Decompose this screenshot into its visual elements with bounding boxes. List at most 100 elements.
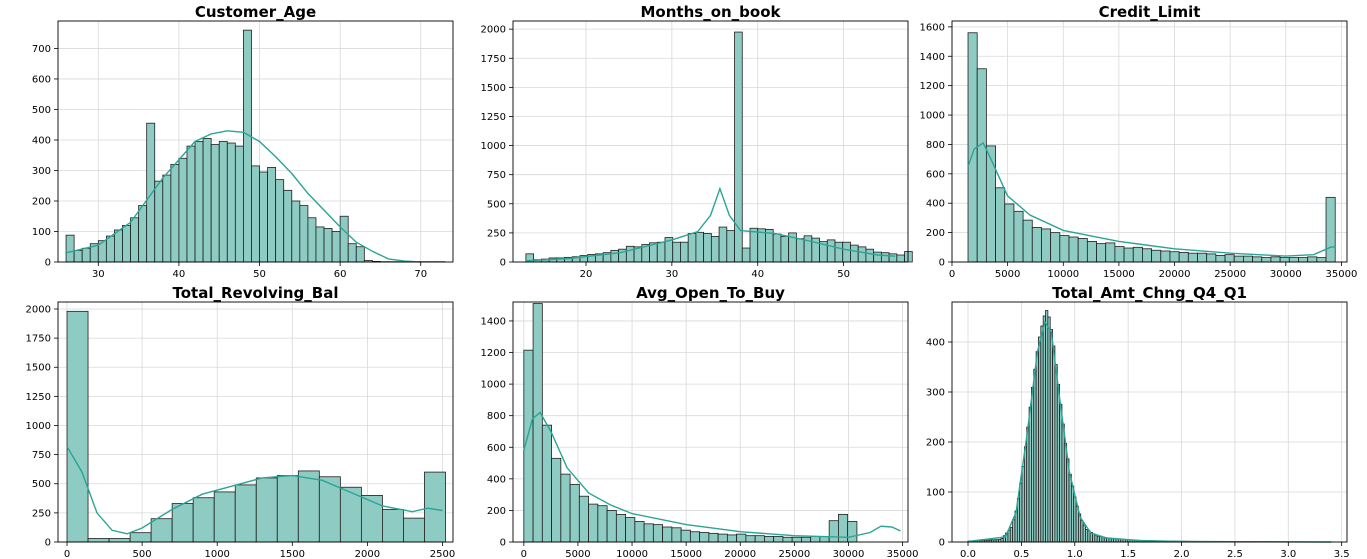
x-tick-label: 3.0 (1280, 549, 1296, 559)
histogram-bar (850, 244, 859, 263)
histogram-bar (1279, 257, 1290, 263)
histogram-bar (532, 303, 543, 543)
x-tick-label: 0.0 (960, 549, 976, 559)
y-tick-label: 1750 (481, 54, 506, 65)
y-tick-label: 2000 (481, 25, 506, 36)
histogram-bar (192, 497, 215, 543)
y-tick-label: 750 (32, 450, 51, 461)
histogram-bar (1169, 251, 1180, 263)
chart-title: Credit_Limit (1099, 3, 1201, 21)
histogram-bar (689, 531, 701, 543)
histogram-bar (1325, 196, 1336, 263)
y-tick-label: 1000 (481, 380, 506, 391)
histogram-bar (857, 246, 867, 263)
histogram-bar (122, 224, 131, 263)
histogram-bar (1132, 246, 1143, 263)
y-tick-label: 1400 (481, 316, 506, 327)
x-tick-label: 500 (133, 549, 152, 559)
histogram-bar (243, 29, 252, 263)
histogram-bar (150, 518, 173, 543)
histogram-bar (1160, 250, 1171, 263)
x-tick-label: 15000 (1103, 269, 1135, 280)
histogram-bar (1206, 253, 1217, 263)
histogram-bar (610, 249, 620, 263)
kde-curve (65, 130, 421, 263)
y-tick-label: 1750 (26, 334, 51, 345)
x-tick-label: 2500 (430, 549, 455, 559)
x-tick-label: 25000 (778, 549, 810, 559)
histogram-bar (81, 247, 91, 263)
y-tick-label: 0 (939, 258, 945, 269)
histogram-bar (234, 145, 244, 263)
kde-curve (66, 446, 443, 535)
histogram-bar (634, 521, 645, 543)
y-tick-label: 0 (939, 538, 945, 549)
histogram-bar (1068, 236, 1079, 263)
y-tick-label: 300 (926, 388, 945, 399)
x-tick-label: 5000 (995, 269, 1020, 280)
histogram-bar (662, 526, 673, 543)
y-tick-label: 1200 (920, 81, 945, 92)
histogram-bar (754, 535, 765, 543)
histogram-bar (1307, 256, 1318, 263)
x-tick-label: 70 (414, 269, 427, 280)
x-tick-label: 1.0 (1067, 549, 1083, 559)
histogram-bar (1224, 254, 1235, 263)
histogram-bar (569, 483, 580, 543)
x-tick-label: 35000 (887, 549, 919, 559)
histogram-bar (267, 167, 277, 263)
x-tick-label: 15000 (670, 549, 702, 559)
histogram-bar (108, 538, 131, 543)
histogram-bar (1178, 252, 1189, 263)
x-tick-label: 5000 (565, 549, 590, 559)
histogram-bar (213, 491, 236, 543)
y-tick-label: 200 (487, 506, 506, 517)
histogram-bar (130, 217, 140, 263)
histogram-bar (73, 250, 83, 263)
y-tick-label: 250 (32, 508, 51, 519)
histogram-bar (773, 536, 784, 543)
y-tick-label: 1250 (26, 392, 51, 403)
histogram-bar (847, 521, 858, 543)
histogram-bar (726, 230, 735, 263)
y-tick-label: 500 (32, 479, 51, 490)
histogram-bar (687, 233, 697, 263)
histogram-bar (1298, 257, 1309, 263)
histogram-bar (360, 494, 383, 543)
y-tick-label: 300 (32, 166, 51, 177)
histogram-bar (865, 248, 875, 263)
histogram-bar (588, 503, 599, 543)
histogram-bar (625, 245, 635, 263)
histogram-bar (178, 157, 188, 263)
y-tick-label: 600 (32, 74, 51, 85)
histogram-bar (105, 235, 115, 263)
histogram-bar (1013, 210, 1024, 263)
histogram-bar (138, 205, 148, 263)
y-tick-label: 400 (487, 474, 506, 485)
histogram-bar (597, 505, 608, 543)
y-tick-label: 800 (487, 411, 506, 422)
x-tick-label: 10000 (1047, 269, 1079, 280)
x-tick-label: 35000 (1326, 269, 1358, 280)
histogram-bar (749, 227, 759, 263)
histogram-bar (710, 235, 720, 263)
chart-title: Months_on_book (641, 3, 782, 21)
histogram-bar (1105, 242, 1116, 263)
histogram-bar (708, 532, 719, 543)
x-tick-label: 50 (253, 269, 266, 280)
histogram-bar (695, 231, 705, 263)
histogram-bar (880, 252, 890, 263)
chart-title: Avg_Open_To_Buy (636, 284, 785, 302)
histogram-bar (1261, 257, 1272, 263)
histogram-bar (834, 241, 844, 263)
y-tick-label: 600 (487, 443, 506, 454)
histogram-bar (736, 533, 747, 543)
y-tick-label: 0 (45, 538, 51, 549)
histogram-bar (1004, 203, 1015, 263)
histogram-bar (424, 471, 446, 543)
plot-frame (951, 20, 1348, 263)
histogram-bar (129, 532, 152, 543)
histogram-bar (615, 513, 627, 543)
histogram-bar (1288, 257, 1299, 263)
